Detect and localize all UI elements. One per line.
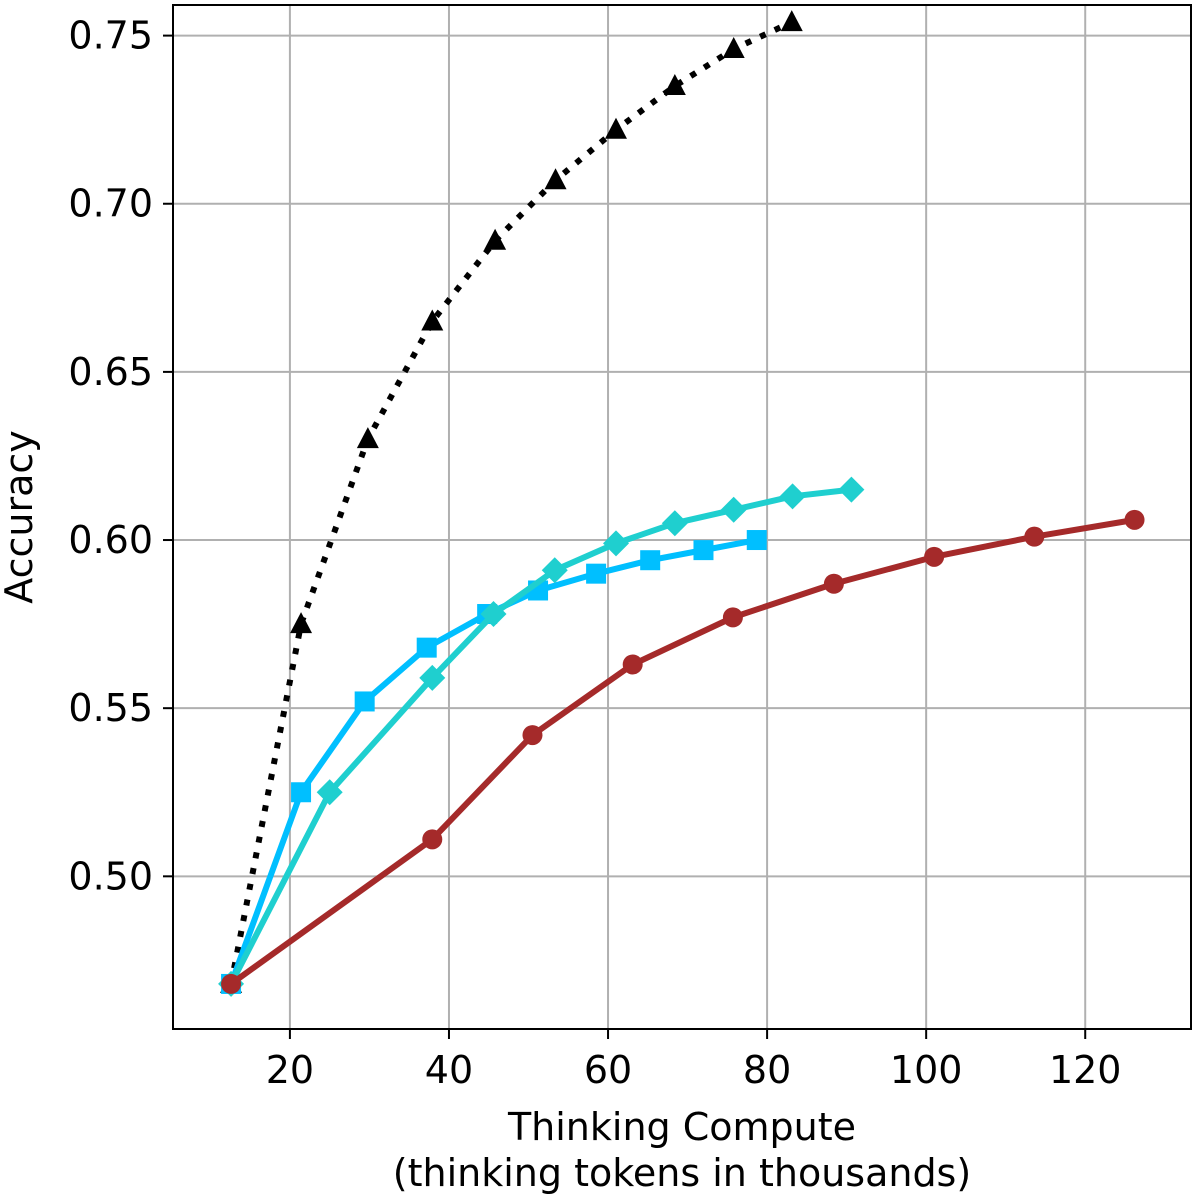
data-point-circle — [823, 573, 844, 594]
data-point-triangle — [544, 168, 567, 190]
x-axis-label-subtitle: (thinking tokens in thousands) — [393, 1151, 971, 1195]
data-point-triangle — [780, 10, 803, 32]
data-point-diamond — [541, 557, 568, 584]
data-point-triangle — [604, 117, 627, 139]
series-layer — [218, 10, 1145, 997]
data-point-triangle — [484, 228, 507, 250]
series-1 — [221, 530, 767, 994]
data-point-square — [291, 782, 312, 803]
data-point-triangle — [356, 427, 379, 449]
data-point-circle — [622, 654, 643, 675]
y-tick-label: 0.60 — [68, 518, 153, 562]
grid-lines — [173, 5, 1191, 1029]
data-point-square — [354, 691, 375, 712]
data-point-triangle — [722, 37, 745, 59]
y-tick-label: 0.70 — [68, 182, 153, 226]
data-point-square — [746, 530, 767, 551]
data-point-circle — [221, 973, 242, 994]
x-axis-ticks: 20 40 60 80 100 120 — [266, 1029, 1122, 1092]
series-line — [228, 19, 794, 985]
y-tick-label: 0.65 — [68, 350, 153, 394]
data-point-diamond — [779, 483, 806, 510]
x-tick-label: 20 — [266, 1048, 314, 1092]
y-tick-label: 0.55 — [68, 686, 153, 730]
data-point-diamond — [661, 510, 688, 537]
data-point-diamond — [419, 664, 446, 691]
data-point-square — [640, 550, 661, 571]
data-point-diamond — [480, 601, 507, 628]
data-point-circle — [522, 725, 543, 746]
series-0 — [220, 10, 803, 993]
data-point-triangle — [290, 612, 313, 634]
data-point-triangle — [663, 74, 686, 96]
data-point-diamond — [838, 476, 865, 503]
data-point-square — [416, 637, 437, 658]
data-point-diamond — [316, 779, 343, 806]
y-tick-label: 0.50 — [68, 854, 153, 898]
x-tick-label: 60 — [584, 1048, 632, 1092]
plot-frame — [172, 4, 1192, 1030]
x-tick-label: 40 — [425, 1048, 473, 1092]
data-point-circle — [422, 829, 443, 850]
data-point-square — [586, 563, 607, 584]
y-axis-ticks: 0.50 0.55 0.60 0.65 0.70 0.75 — [68, 14, 173, 898]
data-point-circle — [924, 546, 945, 567]
x-tick-label: 80 — [743, 1048, 791, 1092]
data-point-square — [693, 540, 714, 561]
x-tick-label: 100 — [890, 1048, 963, 1092]
y-axis-label: Accuracy — [0, 430, 41, 604]
data-point-circle — [1024, 526, 1045, 547]
data-point-diamond — [602, 530, 629, 557]
data-point-circle — [1124, 509, 1145, 530]
series-line — [228, 486, 852, 986]
x-axis-label: Thinking Compute — [507, 1105, 856, 1149]
series-3 — [221, 509, 1145, 994]
x-tick-label: 120 — [1049, 1048, 1122, 1092]
data-point-diamond — [720, 496, 747, 523]
data-point-triangle — [421, 309, 444, 331]
data-point-circle — [722, 607, 743, 628]
y-tick-label: 0.75 — [68, 14, 153, 58]
